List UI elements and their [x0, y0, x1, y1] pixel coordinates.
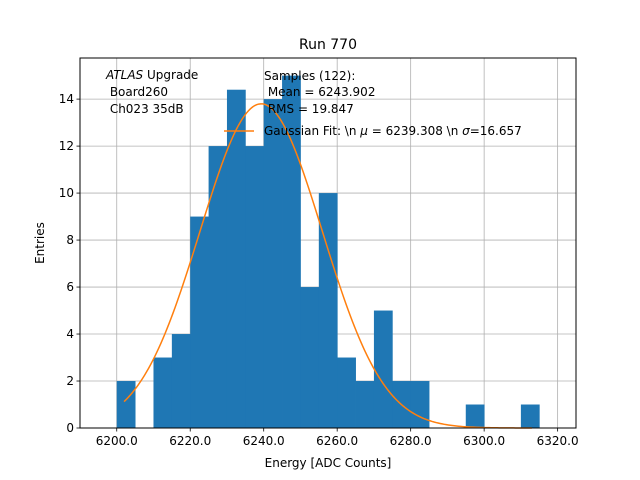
annotation-line-atlas: ATLAS Upgrade — [105, 68, 198, 82]
stats-mean: Mean = 6243.902 — [264, 85, 375, 99]
histogram-bar — [208, 146, 228, 428]
annotation-line-board: Board260 — [106, 85, 168, 99]
histogram-bar — [116, 381, 136, 428]
histogram-bar — [373, 310, 393, 428]
x-tick-label: 6300.0 — [463, 434, 505, 448]
histogram-bar — [226, 89, 246, 428]
stats-rms: RMS = 19.847 — [264, 102, 354, 116]
histogram-bar — [282, 75, 301, 428]
y-tick-label: 4 — [66, 327, 74, 341]
histogram-bar — [318, 193, 338, 428]
y-tick-label: 0 — [66, 421, 74, 435]
legend-fit-label: Gaussian Fit: \n μ = 6239.308 \n σ=16.65… — [264, 124, 522, 138]
histogram-bars — [116, 75, 540, 428]
histogram-bar — [153, 357, 173, 428]
y-tick-label: 10 — [59, 186, 74, 200]
stats-box: Samples (122): Mean = 6243.902 RMS = 19.… — [264, 69, 375, 116]
y-tick-label: 8 — [66, 233, 74, 247]
x-axis-label: Energy [ADC Counts] — [265, 456, 392, 470]
y-axis-label: Entries — [33, 222, 47, 264]
x-tick-label: 6320.0 — [537, 434, 579, 448]
legend: Gaussian Fit: \n μ = 6239.308 \n σ=16.65… — [224, 124, 522, 138]
histogram-bar — [520, 404, 540, 428]
x-tick-label: 6240.0 — [243, 434, 285, 448]
y-tick-label: 6 — [66, 280, 74, 294]
y-tick-label: 14 — [59, 92, 74, 106]
histogram-bar — [190, 216, 209, 428]
x-tick-label: 6200.0 — [96, 434, 138, 448]
histogram-bar — [171, 334, 191, 428]
histogram-bar — [465, 404, 485, 428]
annotation-line-channel: Ch023 35dB — [106, 102, 184, 116]
histogram-bar — [355, 381, 375, 428]
x-tick-label: 6220.0 — [169, 434, 211, 448]
y-tick-label: 12 — [59, 139, 74, 153]
atlas-annotation: ATLAS Upgrade Board260 Ch023 35dB — [105, 68, 198, 116]
gaussian-fit-curve — [123, 103, 532, 429]
plot-frame — [79, 57, 577, 429]
chart-title: Run 770 — [299, 37, 357, 53]
histogram-bar — [300, 287, 320, 428]
histogram-bar — [410, 381, 430, 428]
y-tick-label: 2 — [66, 374, 74, 388]
stats-samples: Samples (122): — [264, 69, 355, 83]
fit-layer — [123, 103, 532, 429]
histogram-bar — [263, 99, 283, 428]
x-tick-label: 6280.0 — [390, 434, 432, 448]
x-tick-label: 6260.0 — [316, 434, 358, 448]
histogram-bar — [337, 357, 356, 428]
y-axis-ticks: 0 2 4 6 8 10 12 14 — [59, 92, 80, 435]
x-axis-ticks: 6200.0 6220.0 6240.0 6260.0 6280.0 6300.0 6320… — [96, 428, 579, 448]
histogram-bar — [245, 146, 265, 428]
